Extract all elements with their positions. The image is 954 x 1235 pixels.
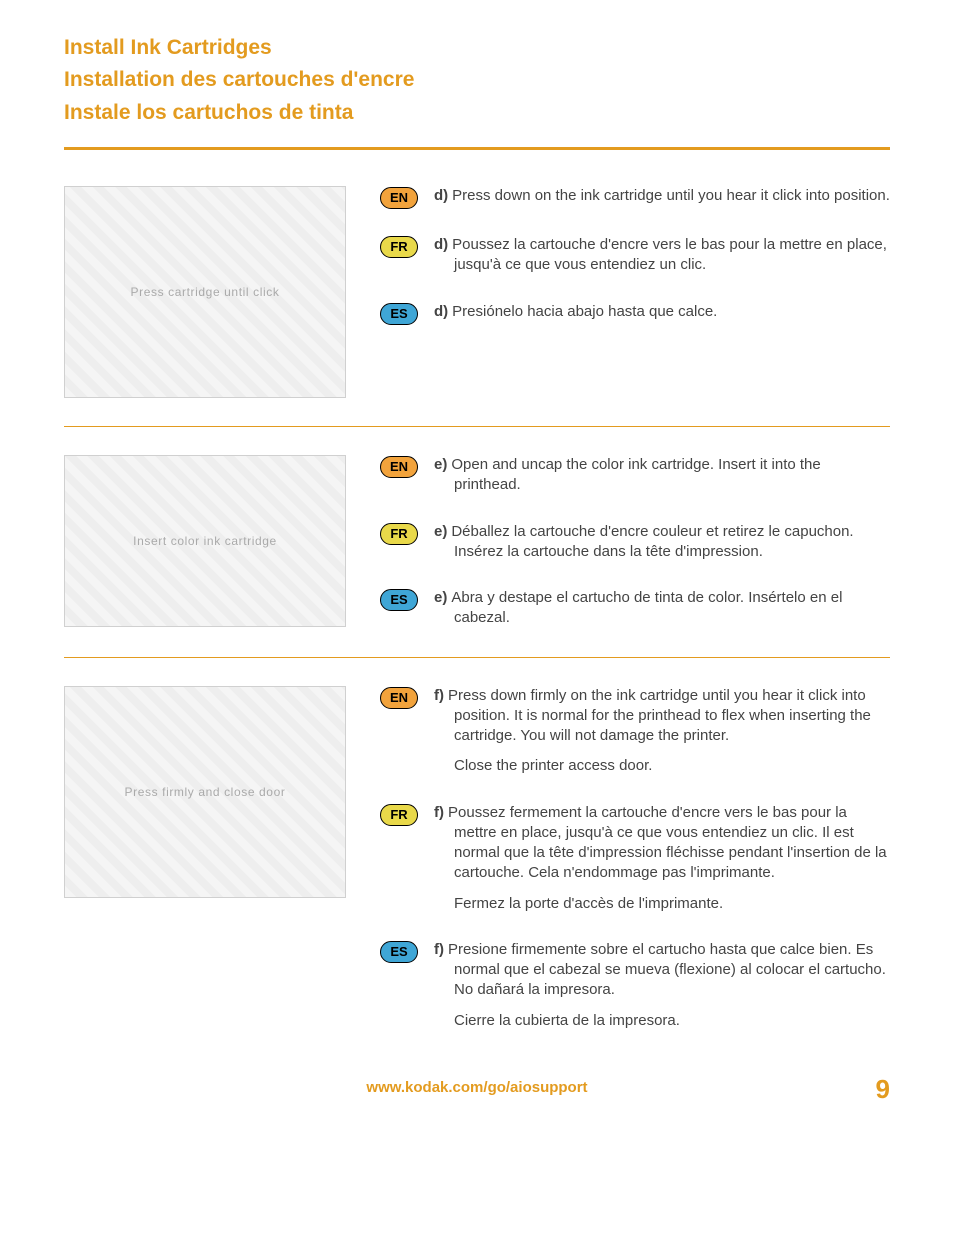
instructions-d: EN d)Press down on the ink cartridge unt…: [380, 186, 890, 325]
instr-text: Presiónelo hacia abajo hasta que calce.: [452, 303, 717, 320]
instr-body: d)Press down on the ink cartridge until …: [434, 186, 890, 206]
step-letter: f): [434, 941, 444, 958]
instr-body: f)Presione firmemente sobre el cartucho …: [434, 940, 890, 1031]
lang-badge-en: EN: [380, 187, 418, 209]
instr-es: ES e)Abra y destape el cartucho de tinta…: [380, 588, 890, 629]
instr-text-2: Cierre la cubierta de la impresora.: [434, 1011, 890, 1031]
instr-body: f)Poussez fermement la cartouche d'encre…: [434, 803, 890, 914]
footer-url: www.kodak.com/go/aiosupport: [366, 1079, 587, 1096]
instr-body: e)Déballez la cartouche d'encre couleur …: [434, 522, 890, 563]
instr-es: ES f)Presione firmemente sobre el cartuc…: [380, 940, 890, 1031]
instr-text: Poussez fermement la cartouche d'encre v…: [448, 804, 887, 882]
lang-badge-en: EN: [380, 456, 418, 478]
title-es: Instale los cartuchos de tinta: [64, 99, 890, 127]
illustration-placeholder: Press cartridge until click: [64, 186, 346, 398]
instr-body: e)Abra y destape el cartucho de tinta de…: [434, 588, 890, 629]
illustration-f: Press firmly and close door: [64, 686, 344, 898]
instr-en: EN f)Press down firmly on the ink cartri…: [380, 686, 890, 777]
instr-text: Poussez la cartouche d'encre vers le bas…: [452, 236, 887, 273]
instr-body: d)Presiónelo hacia abajo hasta que calce…: [434, 302, 890, 322]
instructions-e: EN e)Open and uncap the color ink cartri…: [380, 455, 890, 629]
lang-badge-es: ES: [380, 303, 418, 325]
section-d: Press cartridge until click EN d)Press d…: [64, 186, 890, 398]
title-en: Install Ink Cartridges: [64, 34, 890, 62]
step-letter: d): [434, 187, 448, 204]
instr-text: Déballez la cartouche d'encre couleur et…: [451, 523, 853, 560]
section-e: Insert color ink cartridge EN e)Open and…: [64, 455, 890, 629]
lang-badge-es: ES: [380, 941, 418, 963]
illustration-e: Insert color ink cartridge: [64, 455, 344, 627]
instr-text-2: Close the printer access door.: [434, 756, 890, 776]
page-footer: www.kodak.com/go/aiosupport 9: [64, 1075, 890, 1101]
instr-text: Presione firmemente sobre el cartucho ha…: [448, 941, 886, 999]
title-fr: Installation des cartouches d'encre: [64, 66, 890, 94]
instr-en: EN d)Press down on the ink cartridge unt…: [380, 186, 890, 209]
header-rule: [64, 147, 890, 150]
lang-badge-en: EN: [380, 687, 418, 709]
step-letter: d): [434, 236, 448, 253]
illustration-placeholder: Insert color ink cartridge: [64, 455, 346, 627]
divider-2: [64, 657, 890, 658]
instr-fr: FR e)Déballez la cartouche d'encre coule…: [380, 522, 890, 563]
divider-1: [64, 426, 890, 427]
instr-text: Press down on the ink cartridge until yo…: [452, 187, 890, 204]
instr-en: EN e)Open and uncap the color ink cartri…: [380, 455, 890, 496]
instr-body: d)Poussez la cartouche d'encre vers le b…: [434, 235, 890, 276]
instr-body: e)Open and uncap the color ink cartridge…: [434, 455, 890, 496]
lang-badge-fr: FR: [380, 804, 418, 826]
step-letter: d): [434, 303, 448, 320]
lang-badge-es: ES: [380, 589, 418, 611]
instructions-f: EN f)Press down firmly on the ink cartri…: [380, 686, 890, 1031]
manual-page: Install Ink Cartridges Installation des …: [0, 0, 954, 1129]
step-letter: e): [434, 523, 447, 540]
instr-text: Press down firmly on the ink cartridge u…: [448, 687, 871, 745]
instr-text: Abra y destape el cartucho de tinta de c…: [451, 589, 842, 626]
page-number: 9: [876, 1074, 890, 1105]
step-letter: f): [434, 687, 444, 704]
instr-text-2: Fermez la porte d'accès de l'imprimante.: [434, 894, 890, 914]
step-letter: f): [434, 804, 444, 821]
step-letter: e): [434, 589, 447, 606]
page-titles: Install Ink Cartridges Installation des …: [64, 34, 890, 127]
lang-badge-fr: FR: [380, 236, 418, 258]
instr-text: Open and uncap the color ink cartridge. …: [451, 456, 820, 493]
lang-badge-fr: FR: [380, 523, 418, 545]
instr-fr: FR d)Poussez la cartouche d'encre vers l…: [380, 235, 890, 276]
step-letter: e): [434, 456, 447, 473]
instr-es: ES d)Presiónelo hacia abajo hasta que ca…: [380, 302, 890, 325]
instr-fr: FR f)Poussez fermement la cartouche d'en…: [380, 803, 890, 914]
illustration-d: Press cartridge until click: [64, 186, 344, 398]
section-f: Press firmly and close door EN f)Press d…: [64, 686, 890, 1031]
illustration-placeholder: Press firmly and close door: [64, 686, 346, 898]
instr-body: f)Press down firmly on the ink cartridge…: [434, 686, 890, 777]
